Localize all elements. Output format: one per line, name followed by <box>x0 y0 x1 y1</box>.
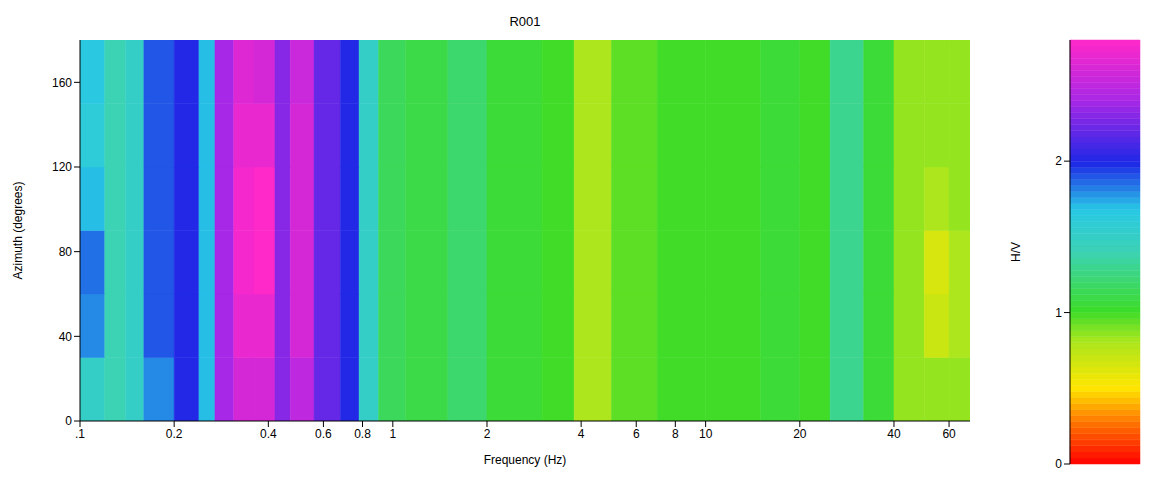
svg-text:Frequency (Hz): Frequency (Hz) <box>484 453 567 467</box>
svg-text:0: 0 <box>65 414 72 428</box>
svg-text:4: 4 <box>578 427 585 441</box>
svg-text:0.4: 0.4 <box>260 427 277 441</box>
svg-text:80: 80 <box>59 245 73 259</box>
svg-text:60: 60 <box>942 427 956 441</box>
svg-text:0.2: 0.2 <box>166 427 183 441</box>
svg-text:10: 10 <box>699 427 713 441</box>
svg-text:20: 20 <box>793 427 807 441</box>
svg-text:.1: .1 <box>75 427 85 441</box>
svg-text:120: 120 <box>52 160 72 174</box>
svg-text:0: 0 <box>1055 457 1062 471</box>
svg-text:Azimuth (degrees): Azimuth (degrees) <box>11 181 25 279</box>
svg-text:0.8: 0.8 <box>354 427 371 441</box>
svg-text:6: 6 <box>633 427 640 441</box>
html-text:R001: R001 <box>509 14 541 29</box>
svg-text:40: 40 <box>887 427 901 441</box>
svg-text:1: 1 <box>1055 306 1062 320</box>
svg-text:8: 8 <box>672 427 679 441</box>
svg-text:160: 160 <box>52 76 72 90</box>
svg-text:0.6: 0.6 <box>315 427 332 441</box>
svg-text:1: 1 <box>389 427 396 441</box>
svg-text:40: 40 <box>59 330 73 344</box>
svg-text:2: 2 <box>484 427 491 441</box>
svg-text:H/V: H/V <box>1009 242 1023 262</box>
svg-text:2: 2 <box>1055 154 1062 168</box>
